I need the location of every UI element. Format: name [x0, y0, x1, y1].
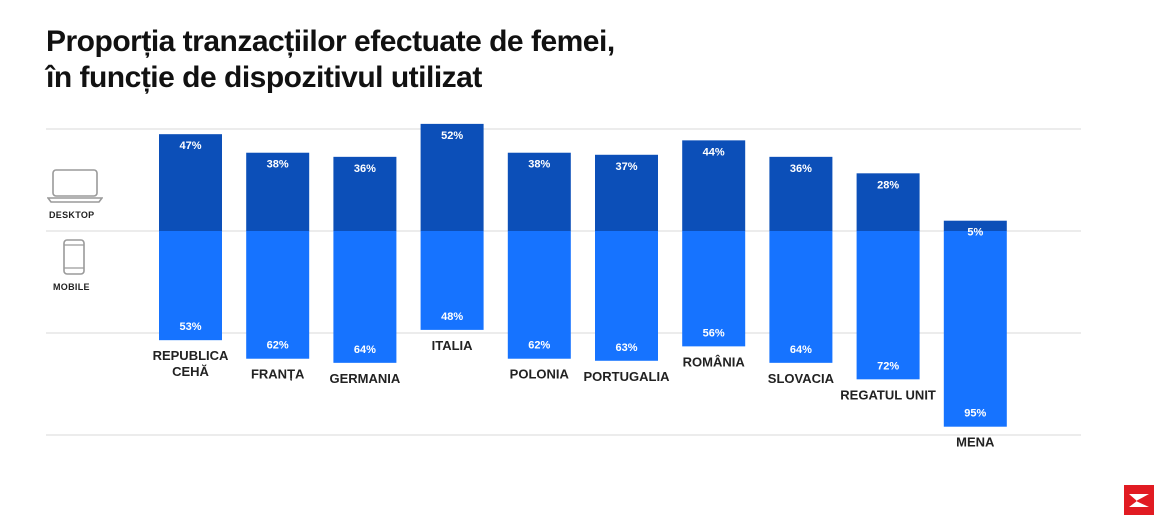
- data-label-mobile-3: 48%: [441, 311, 463, 323]
- data-label-desktop-7: 36%: [790, 163, 812, 175]
- data-label-mobile-6: 56%: [703, 327, 725, 339]
- chart-title-line-1: Proporția tranzacțiilor efectuate de fem…: [46, 25, 615, 58]
- category-label-5: PORTUGALIA: [584, 369, 671, 384]
- data-label-mobile-2: 64%: [354, 344, 376, 356]
- bar-desktop-0: [159, 134, 222, 231]
- data-label-desktop-9: 5%: [967, 227, 983, 239]
- bar-desktop-3: [420, 123, 484, 231]
- data-label-mobile-5: 63%: [615, 342, 637, 354]
- bar-mobile-4: [507, 231, 571, 359]
- category-label-9: MENA: [956, 435, 995, 450]
- data-label-mobile-4: 62%: [528, 340, 550, 352]
- data-label-mobile-8: 72%: [877, 360, 899, 372]
- bar-desktop-8: [856, 173, 920, 231]
- bar-desktop-2: [333, 156, 397, 231]
- data-label-desktop-4: 38%: [528, 159, 550, 171]
- laptop-icon: [46, 169, 104, 203]
- data-label-desktop-8: 28%: [877, 179, 899, 191]
- bar-mobile-1: [246, 231, 310, 359]
- bar-mobile-9: [943, 231, 1007, 427]
- bar-desktop-7: [769, 156, 833, 231]
- bar-mobile-6: [682, 231, 746, 347]
- data-label-mobile-1: 62%: [267, 340, 289, 352]
- data-label-desktop-2: 36%: [354, 163, 376, 175]
- data-label-mobile-0: 53%: [179, 321, 201, 333]
- data-label-desktop-3: 52%: [441, 130, 463, 142]
- category-label-0: REPUBLICA CEHĂ: [153, 348, 229, 379]
- category-label-3: ITALIA: [432, 338, 474, 353]
- brand-logo-icon: [1124, 485, 1154, 515]
- chart-title-line-2: în funcție de dispozitivul utilizat: [46, 61, 482, 94]
- bar-desktop-9: [943, 220, 1007, 231]
- category-label-2: GERMANIA: [330, 371, 401, 386]
- bar-mobile-0: [159, 231, 222, 341]
- category-label-8: REGATUL UNIT: [840, 387, 936, 402]
- category-label-4: POLONIA: [510, 367, 570, 382]
- bar-desktop-4: [507, 152, 571, 231]
- chart-title: Proporția tranzacțiilor efectuate de fem…: [46, 24, 615, 96]
- category-label-7: SLOVACIA: [768, 371, 835, 386]
- bar-desktop-1: [246, 152, 310, 231]
- bar-mobile-7: [769, 231, 833, 363]
- data-label-mobile-9: 95%: [964, 408, 986, 420]
- data-label-mobile-7: 64%: [790, 344, 812, 356]
- bar-mobile-3: [420, 231, 484, 330]
- bar-mobile-2: [333, 231, 397, 363]
- data-label-desktop-1: 38%: [267, 159, 289, 171]
- bar-mobile-5: [595, 231, 658, 361]
- smartphone-icon: [63, 239, 85, 275]
- category-label-6: ROMÂNIA: [683, 354, 746, 369]
- bar-desktop-6: [682, 140, 746, 231]
- category-label-1: FRANȚA: [251, 367, 305, 382]
- legend-mobile-label: MOBILE: [53, 282, 90, 292]
- bar-mobile-8: [856, 231, 920, 380]
- legend-desktop-label: DESKTOP: [49, 210, 95, 220]
- data-label-desktop-0: 47%: [179, 140, 201, 152]
- bar-desktop-5: [595, 154, 658, 231]
- data-label-desktop-6: 44%: [703, 146, 725, 158]
- data-label-desktop-5: 37%: [615, 161, 637, 173]
